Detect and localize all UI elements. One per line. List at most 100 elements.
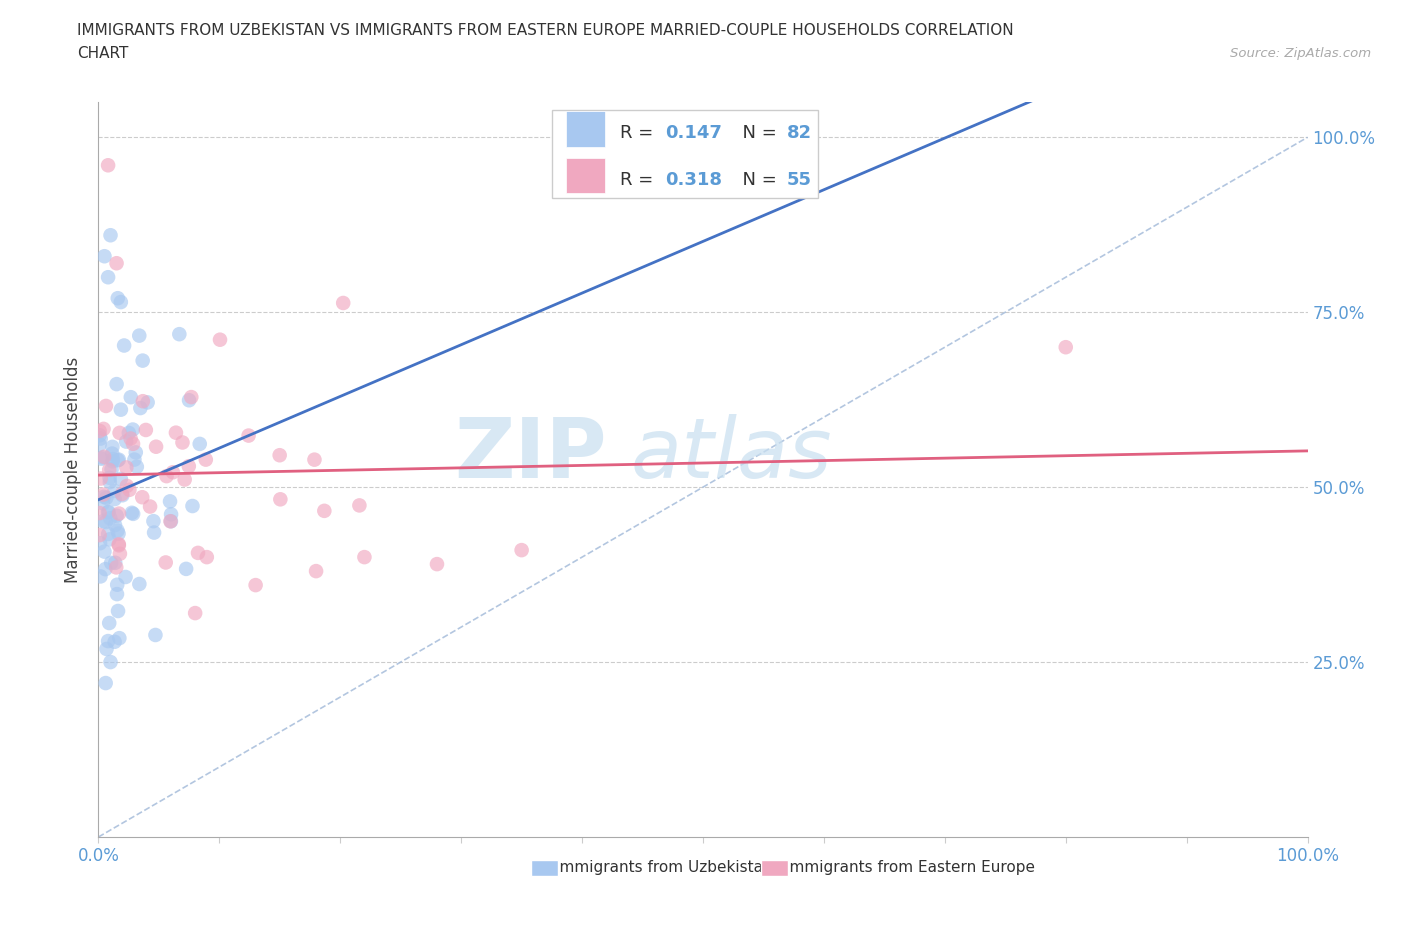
Point [160, 507, 183, 522]
Point [98, 511, 121, 525]
Point [101, 452, 124, 467]
Point [105, 560, 128, 575]
Point [118, 426, 141, 441]
Point [89, 536, 111, 551]
Point [108, 631, 131, 645]
Point [115, 434, 138, 449]
Point [93, 489, 115, 504]
Point [104, 555, 127, 570]
Point [173, 472, 195, 487]
Point [107, 453, 129, 468]
Point [98, 471, 121, 485]
Point [135, 422, 157, 437]
Point [125, 459, 148, 474]
Point [97, 505, 120, 520]
Point [107, 291, 129, 306]
Point [111, 488, 134, 503]
Text: 0.147: 0.147 [665, 125, 723, 142]
Point [97, 526, 120, 541]
Point [145, 628, 167, 643]
Point [98, 474, 121, 489]
Point [155, 469, 177, 484]
Point [174, 562, 197, 577]
Point [120, 390, 142, 405]
Point [332, 296, 354, 311]
Bar [567, 158, 605, 193]
Point [172, 435, 194, 450]
Point [110, 295, 132, 310]
Point [136, 395, 159, 410]
Point [105, 587, 128, 602]
Text: atlas: atlas [630, 415, 832, 496]
Point [121, 422, 143, 437]
Point [105, 578, 128, 592]
Point [124, 452, 146, 467]
Point [101, 440, 124, 455]
Point [112, 339, 135, 353]
Point [107, 526, 129, 541]
Point [184, 605, 207, 620]
Point [104, 634, 127, 649]
Point [110, 402, 132, 417]
Point [120, 432, 142, 446]
Point [93, 421, 115, 436]
Point [145, 439, 167, 454]
Text: R =: R = [620, 125, 658, 142]
Text: ZIP: ZIP [454, 415, 606, 496]
Point [304, 452, 326, 467]
Point [104, 518, 127, 533]
Point [269, 447, 291, 462]
Point [105, 509, 128, 524]
Point [100, 228, 122, 243]
Point [93, 544, 115, 559]
Point [90, 432, 112, 446]
Point [97, 505, 120, 520]
Point [97, 270, 120, 285]
Point [128, 577, 150, 591]
Point [128, 328, 150, 343]
Text: 0.318: 0.318 [665, 171, 723, 189]
Point [94, 675, 117, 690]
Point [353, 550, 375, 565]
Point [96, 490, 118, 505]
Point [89, 437, 111, 452]
Y-axis label: Married-couple Households: Married-couple Households [65, 356, 83, 583]
Point [103, 484, 125, 498]
Point [91, 450, 114, 465]
Point [131, 353, 153, 368]
Point [97, 158, 120, 173]
Point [93, 249, 115, 264]
Point [305, 564, 328, 578]
Bar [531, 859, 558, 876]
Point [108, 452, 131, 467]
Point [160, 513, 183, 528]
Text: Immigrants from Uzbekistan: Immigrants from Uzbekistan [555, 860, 773, 875]
FancyBboxPatch shape [551, 110, 818, 198]
Point [118, 483, 141, 498]
Point [162, 465, 184, 480]
Point [100, 462, 122, 477]
Point [100, 555, 122, 570]
Text: Immigrants from Eastern Europe: Immigrants from Eastern Europe [785, 860, 1035, 875]
Point [426, 557, 449, 572]
Point [108, 506, 131, 521]
Point [91, 513, 114, 528]
Point [169, 326, 191, 341]
Point [121, 505, 143, 520]
Point [89, 506, 111, 521]
Point [115, 460, 138, 475]
Text: Source: ZipAtlas.com: Source: ZipAtlas.com [1230, 46, 1371, 60]
Point [122, 507, 145, 522]
Text: R =: R = [620, 171, 658, 189]
Point [94, 562, 117, 577]
Point [98, 616, 121, 631]
Point [194, 452, 217, 467]
Text: IMMIGRANTS FROM UZBEKISTAN VS IMMIGRANTS FROM EASTERN EUROPE MARRIED-COUPLE HOUS: IMMIGRANTS FROM UZBEKISTAN VS IMMIGRANTS… [77, 23, 1014, 38]
Point [122, 436, 145, 451]
Bar [567, 112, 605, 147]
Point [131, 490, 153, 505]
Point [97, 633, 120, 648]
Point [111, 486, 134, 501]
Point [107, 537, 129, 551]
Point [101, 454, 124, 469]
